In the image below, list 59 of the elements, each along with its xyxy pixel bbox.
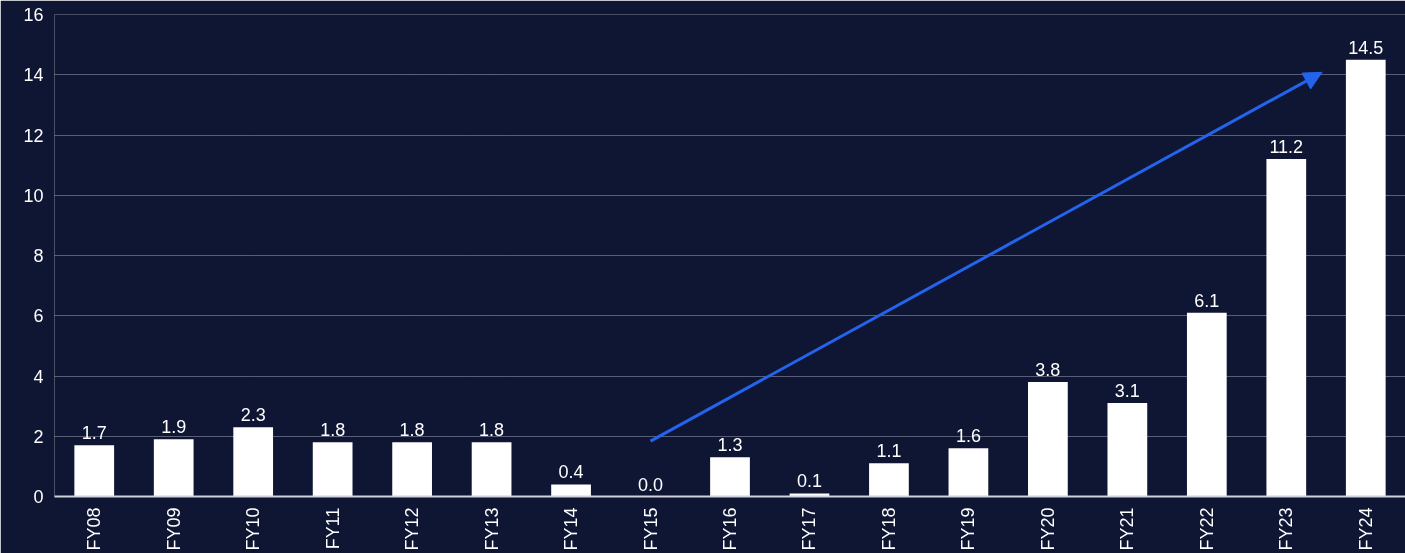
x-tick-label: FY13: [481, 507, 502, 551]
bar: [948, 448, 989, 497]
x-tick-label: FY20: [1037, 507, 1058, 551]
data-label: 1.8: [320, 420, 346, 441]
data-label: 1.6: [955, 426, 981, 447]
bar: [1107, 403, 1148, 497]
bar: [1345, 59, 1386, 497]
x-tick-label: FY14: [561, 507, 582, 551]
y-tick-label: 0: [33, 487, 44, 507]
x-tick-label: FY19: [958, 507, 979, 551]
bar: [1186, 312, 1227, 497]
data-label: 1.9: [161, 417, 187, 438]
data-label: 11.2: [1269, 137, 1304, 158]
y-tick-label: 8: [33, 246, 44, 266]
x-tick-label: FY22: [1196, 507, 1217, 551]
data-label: 1.3: [717, 435, 743, 456]
data-label: 6.1: [1194, 290, 1220, 311]
x-tick-label: FY18: [878, 507, 899, 551]
bar: [551, 484, 591, 497]
bar: [1266, 159, 1307, 497]
data-label: 2.3: [240, 405, 266, 426]
y-tick-label: 10: [23, 185, 44, 206]
data-label: 1.1: [876, 441, 902, 462]
bar: [233, 427, 274, 497]
data-label: 14.5: [1348, 37, 1384, 58]
x-tick-label: FY21: [1117, 507, 1138, 551]
x-tick-label: FY09: [163, 507, 184, 551]
bar: [74, 445, 115, 497]
bar: [789, 493, 830, 497]
y-tick-label: 4: [33, 366, 44, 387]
x-tick-label: FY10: [243, 507, 264, 551]
x-tick-label: FY15: [640, 507, 661, 551]
data-label: 0.4: [558, 462, 584, 483]
data-label: 1.8: [399, 420, 425, 441]
data-label: 1.7: [81, 423, 107, 444]
bar: [869, 463, 909, 497]
x-tick-label: FY08: [84, 507, 105, 551]
bar: [471, 442, 512, 497]
y-tick-label: 6: [33, 306, 44, 327]
x-tick-label: FY16: [720, 507, 740, 551]
bar: [1028, 382, 1068, 497]
x-tick-label: FY24: [1355, 507, 1376, 551]
data-label: 0.1: [796, 471, 822, 492]
y-tick-label: 14: [23, 65, 44, 86]
bar: [312, 442, 353, 497]
data-label: 3.1: [1114, 381, 1140, 402]
data-label: 0.0: [638, 474, 664, 495]
bar: [153, 439, 194, 497]
bar: [392, 442, 432, 497]
x-tick-label: FY23: [1276, 507, 1297, 551]
x-tick-label: FY17: [799, 507, 820, 551]
y-tick-label: 12: [23, 125, 44, 146]
data-label: 1.8: [479, 420, 505, 441]
y-tick-label: 2: [33, 426, 44, 447]
x-tick-label: FY11: [322, 507, 343, 550]
x-tick-label: FY12: [402, 507, 423, 551]
bar: [710, 457, 750, 497]
y-tick-label: 16: [23, 5, 44, 25]
data-label: 3.8: [1035, 360, 1061, 381]
